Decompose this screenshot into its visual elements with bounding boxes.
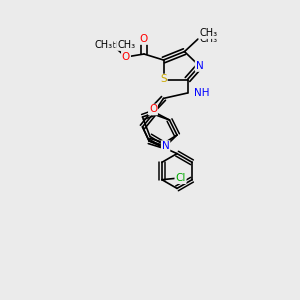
Text: O: O (149, 104, 157, 115)
Text: O: O (122, 52, 130, 62)
Text: N: N (196, 61, 203, 71)
Text: N: N (162, 141, 170, 151)
Text: CH₃: CH₃ (200, 34, 217, 44)
Text: S: S (160, 74, 167, 85)
Text: CH₃: CH₃ (94, 40, 112, 50)
Text: NH: NH (194, 88, 210, 98)
Text: CH₃: CH₃ (200, 28, 217, 38)
Text: Cl: Cl (175, 173, 186, 183)
Text: CH₃: CH₃ (117, 40, 135, 50)
Text: methyl: methyl (99, 40, 129, 50)
Text: O: O (140, 34, 148, 44)
